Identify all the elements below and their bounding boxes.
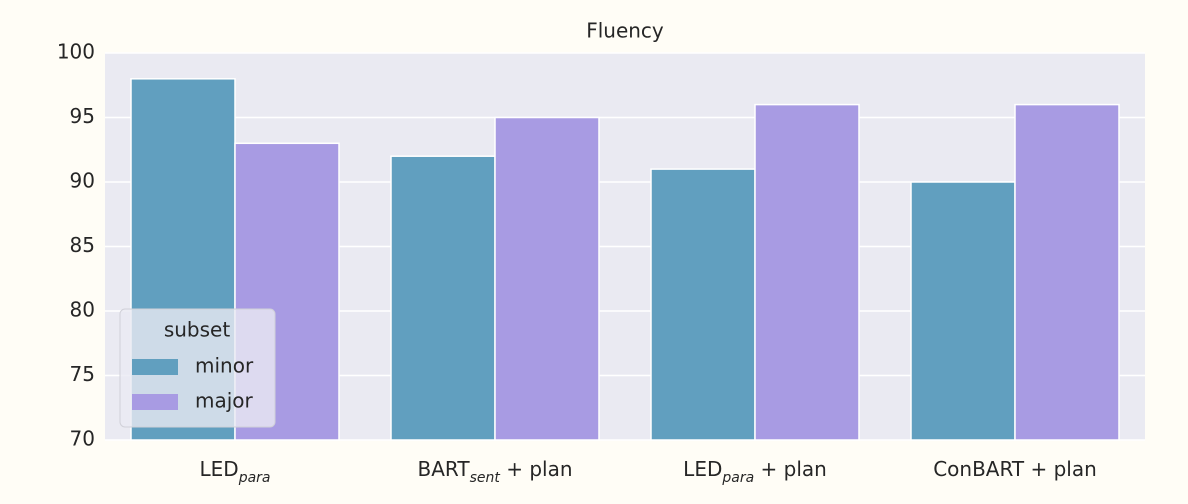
legend-swatch — [132, 359, 178, 375]
bar — [494, 116, 600, 441]
bar — [754, 103, 860, 441]
legend-title: subset — [164, 318, 231, 342]
y-tick-label: 95 — [70, 104, 95, 128]
x-tick-label-suffix: + plan — [500, 457, 573, 481]
legend-label: major — [195, 389, 254, 413]
x-tick-label-text: LED — [683, 457, 722, 481]
x-tick-label-subscript: sent — [470, 470, 501, 486]
x-tick-label-text: ConBART + plan — [933, 457, 1097, 481]
x-tick-label: BARTsent + plan — [418, 457, 573, 487]
bar — [650, 168, 756, 441]
x-tick-label: LEDpara — [200, 457, 271, 487]
y-tick-label: 75 — [70, 362, 95, 386]
y-tick-label: 90 — [70, 169, 95, 193]
legend-label: minor — [195, 354, 254, 378]
y-tick-label: 70 — [70, 427, 95, 451]
y-tick-label: 85 — [70, 233, 95, 257]
y-tick-label: 80 — [70, 298, 95, 322]
x-tick-label-text: LED — [200, 457, 239, 481]
x-tick-label-subscript: para — [238, 470, 271, 486]
legend-swatch — [132, 394, 178, 410]
x-tick-label-text: BART — [418, 457, 471, 481]
x-tick-label-suffix: + plan — [754, 457, 827, 481]
x-tick-label: LEDpara + plan — [683, 457, 827, 487]
bar — [910, 181, 1016, 441]
bar — [1014, 103, 1120, 441]
x-tick-label: ConBART + plan — [933, 457, 1097, 481]
bar — [390, 155, 496, 441]
x-tick-label-subscript: para — [721, 470, 754, 486]
y-tick-label: 100 — [57, 40, 95, 64]
chart-title: Fluency — [586, 19, 664, 43]
